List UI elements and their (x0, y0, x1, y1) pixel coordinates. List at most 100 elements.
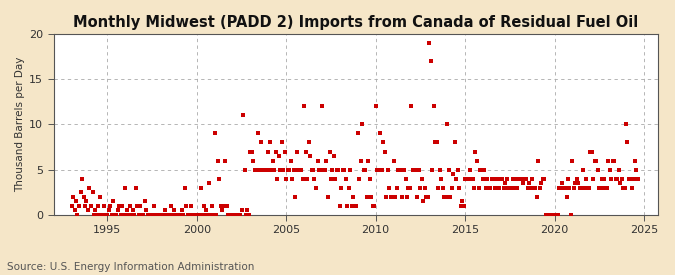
Point (478, 177, 489, 181)
Point (601, 186, 612, 190)
Point (503, 186, 514, 190)
Point (236, 208, 247, 213)
Point (379, 149, 390, 154)
Point (615, 181, 626, 185)
Point (114, 204, 125, 208)
Point (545, 213, 556, 217)
Point (594, 186, 605, 190)
Point (381, 194, 392, 199)
Point (97, 213, 108, 217)
Point (476, 167, 487, 172)
Point (451, 177, 462, 181)
Point (300, 149, 311, 154)
Point (238, 113, 248, 117)
Point (508, 177, 518, 181)
Point (117, 204, 128, 208)
Point (293, 167, 304, 172)
Point (166, 204, 177, 208)
Point (80, 204, 90, 208)
Point (362, 158, 373, 163)
Point (561, 194, 572, 199)
Point (604, 167, 615, 172)
Point (128, 208, 138, 213)
Point (278, 167, 289, 172)
Point (421, 194, 432, 199)
Point (579, 186, 590, 190)
Point (479, 167, 490, 172)
Point (271, 149, 281, 154)
Point (193, 213, 204, 217)
Point (339, 167, 350, 172)
Point (603, 158, 614, 163)
Point (582, 186, 593, 190)
Point (310, 186, 321, 190)
Point (139, 199, 150, 204)
Point (585, 149, 596, 154)
Point (108, 199, 119, 204)
Point (388, 158, 399, 163)
Point (325, 177, 336, 181)
Point (221, 204, 232, 208)
Point (531, 194, 542, 199)
Point (244, 213, 254, 217)
Point (461, 177, 472, 181)
Point (324, 149, 335, 154)
Point (373, 167, 384, 172)
Point (552, 213, 563, 217)
Point (495, 177, 506, 181)
Point (612, 177, 622, 181)
Point (425, 59, 436, 63)
Point (312, 158, 323, 163)
Point (122, 208, 132, 213)
Point (141, 208, 152, 213)
Point (344, 186, 354, 190)
Point (568, 186, 579, 190)
Point (361, 194, 372, 199)
Point (177, 208, 188, 213)
Point (275, 167, 286, 172)
Point (593, 167, 603, 172)
Point (546, 213, 557, 217)
Point (232, 213, 242, 217)
Point (199, 204, 210, 208)
Point (540, 213, 551, 217)
Point (460, 177, 470, 181)
Point (288, 167, 299, 172)
Point (214, 177, 225, 181)
Point (66, 204, 77, 208)
Point (75, 190, 86, 194)
Point (255, 140, 266, 145)
Point (367, 204, 378, 208)
Point (598, 177, 609, 181)
Point (246, 149, 257, 154)
Point (467, 177, 478, 181)
Point (281, 177, 292, 181)
Point (272, 177, 283, 181)
Point (516, 177, 527, 181)
Point (606, 177, 617, 181)
Point (348, 194, 358, 199)
Point (225, 213, 236, 217)
Point (410, 167, 421, 172)
Point (387, 194, 398, 199)
Point (412, 194, 423, 199)
Point (163, 213, 174, 217)
Point (235, 213, 246, 217)
Point (223, 213, 234, 217)
Point (463, 177, 474, 181)
Point (290, 194, 300, 199)
Point (429, 104, 439, 109)
Point (358, 167, 369, 172)
Point (219, 158, 230, 163)
Point (267, 158, 278, 163)
Point (70, 208, 80, 213)
Point (404, 186, 415, 190)
Point (296, 167, 306, 172)
Point (333, 167, 344, 172)
Point (557, 181, 568, 185)
Point (385, 194, 396, 199)
Point (173, 213, 184, 217)
Point (558, 186, 569, 190)
Point (424, 41, 435, 45)
Point (335, 204, 346, 208)
